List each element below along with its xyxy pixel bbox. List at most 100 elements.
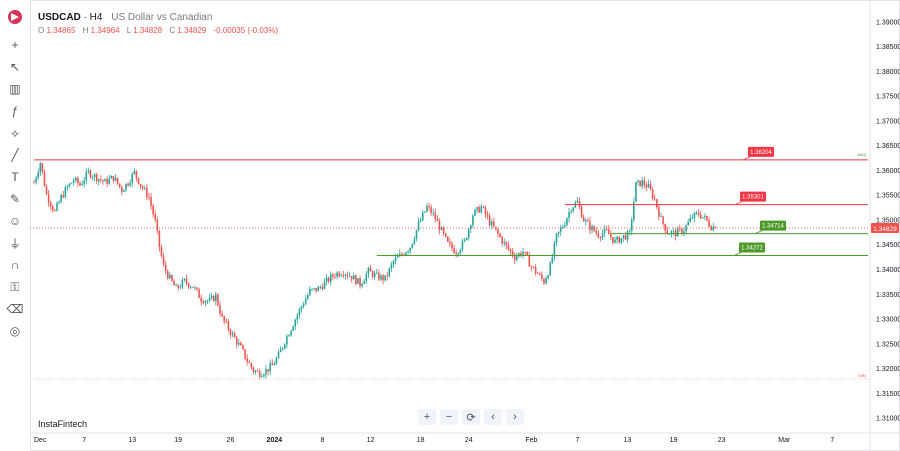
low-value: 1.34828 bbox=[133, 26, 163, 35]
candle-body bbox=[693, 212, 696, 218]
line-tools-icon[interactable]: ╱ bbox=[11, 148, 19, 162]
hide-icon[interactable]: ◎ bbox=[9, 324, 21, 338]
candles-icon[interactable]: ▥ bbox=[9, 82, 21, 96]
candle-body bbox=[66, 186, 69, 188]
candle-body bbox=[467, 228, 470, 238]
candle-body bbox=[83, 180, 85, 184]
trash-icon[interactable]: ⌫ bbox=[6, 302, 24, 316]
candle-body bbox=[336, 272, 338, 277]
lock-icon[interactable]: ⚿ bbox=[10, 279, 20, 294]
candle-body bbox=[238, 342, 240, 345]
candle-body bbox=[198, 289, 200, 298]
candle-body bbox=[363, 280, 366, 284]
candle-body bbox=[524, 251, 526, 253]
candle-body bbox=[522, 251, 524, 256]
candle-body bbox=[319, 286, 322, 288]
candle-body bbox=[637, 180, 639, 183]
candle-body bbox=[501, 236, 503, 244]
price-tick-label: 1.34000 bbox=[876, 267, 900, 274]
candle-body bbox=[179, 287, 182, 289]
text-icon[interactable]: T bbox=[11, 170, 19, 184]
candle-body bbox=[348, 276, 351, 277]
candle-body bbox=[327, 277, 330, 282]
magnet-icon[interactable]: ∩ bbox=[10, 258, 20, 272]
candle-body bbox=[221, 313, 223, 317]
fx-icon[interactable]: ƒ bbox=[11, 104, 19, 118]
scroll-left-button[interactable]: ‹ bbox=[484, 409, 502, 425]
price-tick-label: 1.36500 bbox=[876, 143, 900, 150]
last-price-tag bbox=[871, 222, 899, 233]
brush-icon[interactable]: ✎ bbox=[9, 192, 21, 206]
candle-body bbox=[708, 220, 710, 227]
support-level-leader bbox=[754, 230, 763, 235]
candle-body bbox=[89, 170, 92, 178]
candle-body bbox=[626, 231, 629, 240]
candle-body bbox=[651, 189, 654, 199]
candle-body bbox=[373, 273, 376, 277]
candle-body bbox=[580, 206, 583, 218]
candle-body bbox=[273, 363, 276, 366]
candle-body bbox=[185, 278, 188, 284]
timeframe[interactable]: H4 bbox=[89, 12, 103, 23]
candle-body bbox=[70, 182, 73, 184]
candle-body bbox=[597, 233, 600, 238]
candle-body bbox=[246, 358, 248, 362]
candle-body bbox=[261, 376, 263, 377]
tradingview-logo-icon[interactable] bbox=[8, 10, 22, 24]
candle-body bbox=[306, 295, 309, 300]
candle-body bbox=[666, 230, 669, 234]
candle-body bbox=[566, 218, 568, 226]
candle-body bbox=[394, 257, 397, 262]
scroll-right-button[interactable]: › bbox=[506, 409, 524, 425]
candle-body bbox=[407, 251, 409, 253]
support-level-leader bbox=[733, 252, 742, 256]
measure-icon[interactable]: ⏚ bbox=[8, 236, 21, 251]
candle-body bbox=[442, 227, 445, 234]
crosshair-icon[interactable]: + bbox=[11, 38, 19, 52]
candle-body bbox=[313, 288, 315, 289]
candle-body bbox=[561, 226, 564, 228]
candle-body bbox=[33, 182, 35, 184]
candle-body bbox=[309, 289, 311, 296]
candle-body bbox=[570, 210, 572, 212]
candle-body bbox=[114, 177, 117, 181]
candle-body bbox=[413, 238, 416, 244]
candle-body bbox=[390, 264, 393, 269]
emoji-icon[interactable]: ☺ bbox=[8, 214, 22, 228]
candle-body bbox=[135, 170, 138, 178]
candle-body bbox=[156, 219, 159, 231]
price-tick-label: 1.31000 bbox=[876, 416, 900, 423]
candle-body bbox=[409, 247, 411, 252]
candle-body bbox=[263, 374, 265, 377]
candle-body bbox=[584, 220, 587, 222]
candle-body bbox=[392, 261, 395, 265]
candle-body bbox=[704, 215, 706, 217]
candle-body bbox=[123, 190, 125, 192]
candle-body bbox=[286, 336, 288, 345]
candle-body bbox=[526, 251, 529, 256]
candle-body bbox=[499, 233, 501, 237]
candle-body bbox=[557, 231, 560, 234]
candle-body bbox=[102, 180, 104, 182]
candle-body bbox=[656, 199, 658, 208]
candle-body bbox=[401, 253, 403, 255]
node-icon[interactable]: ⟡ bbox=[11, 125, 19, 140]
candle-body bbox=[281, 347, 284, 350]
zoom-in-button[interactable]: + bbox=[418, 409, 436, 425]
zoom-out-button[interactable]: − bbox=[440, 409, 458, 425]
candle-body bbox=[206, 300, 209, 302]
candle-body bbox=[434, 212, 437, 220]
candle-body bbox=[104, 179, 106, 182]
resistance-level-leader bbox=[734, 201, 743, 205]
candle-body bbox=[532, 266, 535, 268]
candle-body bbox=[384, 275, 386, 281]
cursor-icon[interactable]: ↖ bbox=[9, 60, 21, 74]
symbol-name[interactable]: USDCAD bbox=[38, 12, 81, 23]
candle-body bbox=[593, 226, 595, 231]
price-tick-label: 1.35000 bbox=[876, 217, 900, 224]
reset-chart-button[interactable]: ⟳ bbox=[462, 409, 480, 425]
candle-body bbox=[536, 273, 539, 275]
candle-body bbox=[325, 277, 328, 282]
candle-body bbox=[177, 285, 180, 288]
